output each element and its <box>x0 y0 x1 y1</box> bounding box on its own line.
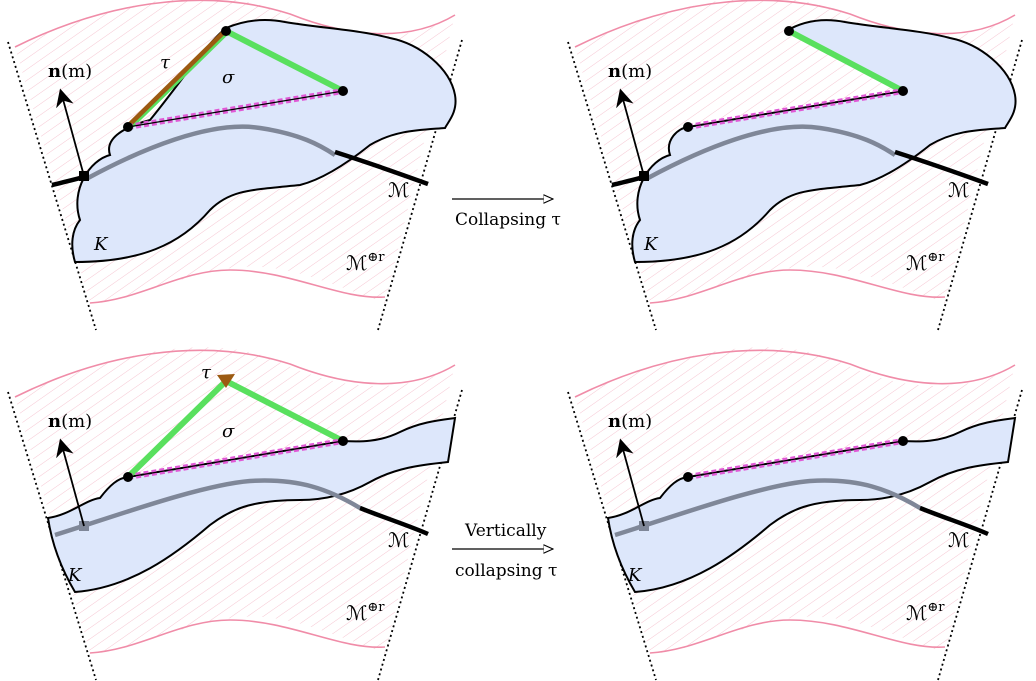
complex-K <box>46 416 457 594</box>
label-M: ℳ <box>948 528 969 552</box>
label-M-offset: ℳ⊕r <box>906 600 945 625</box>
vertex <box>123 122 133 132</box>
tau-direction-arrowhead <box>217 374 235 388</box>
manifold-M-hidden <box>54 478 362 538</box>
label-normal: n(m) <box>48 411 92 432</box>
panel-bottom-right: n(m) K ℳ ℳ⊕r <box>567 346 1023 681</box>
arrow-label-bottom-line2: collapsing τ <box>455 561 557 581</box>
label-tau: τ <box>201 362 212 383</box>
vertex <box>898 436 908 446</box>
label-M-offset: ℳ⊕r <box>346 600 385 625</box>
label-M: ℳ <box>948 178 969 202</box>
arrow-label-top: Collapsing τ <box>455 210 561 230</box>
label-K: K <box>627 565 643 586</box>
manifold-M-visible <box>359 505 429 537</box>
normal-vector-arrow <box>56 438 85 527</box>
arrow-collapse: Collapsing τ <box>452 199 561 230</box>
panel-top-left: n(m) τ σ K ℳ ℳ⊕r <box>7 0 463 331</box>
manifold-M-hidden <box>614 478 922 538</box>
label-normal: n(m) <box>608 411 652 432</box>
vertex <box>338 436 348 446</box>
label-M: ℳ <box>388 178 409 202</box>
arrow-vertical-collapse: Vertically collapsing τ <box>452 521 557 581</box>
vertex <box>784 26 794 36</box>
panel-top-right: n(m) K ℳ ℳ⊕r <box>567 0 1023 331</box>
arrow-label-bottom-line1: Vertically <box>464 521 547 541</box>
label-K: K <box>67 565 83 586</box>
label-M-offset: ℳ⊕r <box>346 250 385 275</box>
vertex <box>221 26 231 36</box>
vertex <box>123 472 133 482</box>
label-K: K <box>643 234 659 255</box>
normal-vector-arrow <box>56 88 85 177</box>
normal-vector-arrow <box>616 438 645 527</box>
manifold-M-hidden <box>646 124 897 180</box>
panel-bottom-left: n(m) τ σ K ℳ ℳ⊕r <box>7 346 463 681</box>
complex-K <box>71 19 457 264</box>
label-normal: n(m) <box>48 61 92 82</box>
edge-green <box>224 28 345 94</box>
edge-green <box>787 28 905 94</box>
label-sigma: σ <box>222 67 235 88</box>
complex-K <box>606 416 1017 594</box>
label-normal: n(m) <box>608 61 652 82</box>
vertex <box>338 86 348 96</box>
edge-tau-brown <box>125 28 229 130</box>
label-K: K <box>93 234 109 255</box>
edge-green <box>125 378 229 480</box>
normal-vector-arrow <box>616 88 645 177</box>
edge-base-thin <box>127 90 344 128</box>
vertex <box>898 86 908 96</box>
edge-green <box>224 378 345 444</box>
manifold-M-visible <box>919 505 989 537</box>
label-M-offset: ℳ⊕r <box>906 250 945 275</box>
edge-base-thin <box>687 440 904 478</box>
edge-base-thin <box>687 90 904 128</box>
label-M: ℳ <box>388 528 409 552</box>
edge-base-thin <box>127 440 344 478</box>
vertex <box>683 472 693 482</box>
manifold-M-hidden <box>86 124 337 180</box>
label-sigma: σ <box>222 421 235 442</box>
vertex <box>683 122 693 132</box>
label-tau: τ <box>160 52 171 73</box>
edge-tau-green <box>129 32 229 130</box>
